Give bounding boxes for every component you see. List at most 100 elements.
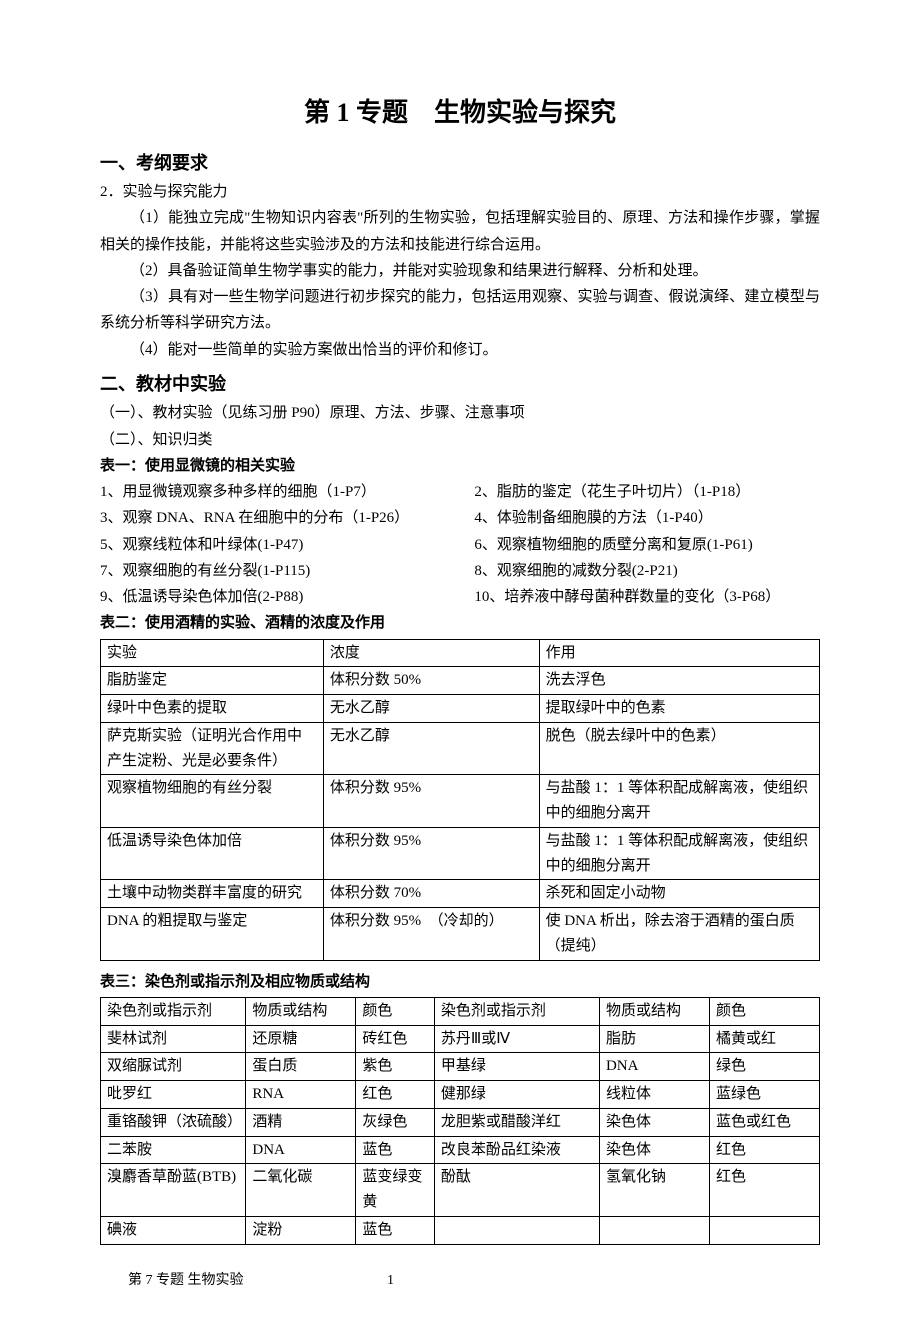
table3-heading: 表三：染色剂或指示剂及相应物质或结构 [100,969,820,995]
table-cell: 斐林试剂 [101,1025,246,1053]
table-cell: 红色 [356,1081,435,1109]
table-cell: 使 DNA 析出，除去溶于酒精的蛋白质（提纯） [539,908,819,961]
table-header-cell: 浓度 [323,639,539,667]
table-cell: 蓝变绿变黄 [356,1164,435,1217]
table-header-cell: 实验 [101,639,324,667]
list-item-left: 7、观察细胞的有丝分裂(1-P115) [100,558,474,584]
list-item-right: 8、观察细胞的减数分裂(2-P21) [474,558,820,584]
sec1-line0: 2．实验与探究能力 [100,179,820,205]
list-item-left: 1、用显微镜观察多种多样的细胞（1-P7） [100,479,474,505]
table-row: 土壤中动物类群丰富度的研究体积分数 70%杀死和固定小动物 [101,880,820,908]
table-row: 绿叶中色素的提取无水乙醇提取绿叶中的色素 [101,695,820,723]
table-header-cell: 物质或结构 [246,997,356,1025]
table-header-row: 实验浓度作用 [101,639,820,667]
table-cell: 甲基绿 [434,1053,599,1081]
table-cell: 低温诱导染色体加倍 [101,827,324,880]
table-cell: 紫色 [356,1053,435,1081]
table-row: 双缩脲试剂蛋白质紫色甲基绿DNA绿色 [101,1053,820,1081]
table-row: 吡罗红RNA红色健那绿线粒体蓝绿色 [101,1081,820,1109]
table-cell: 淀粉 [246,1216,356,1244]
table-row: 溴麝香草酚蓝(BTB)二氧化碳蓝变绿变黄酚酞氢氧化钠红色 [101,1164,820,1217]
table-row: 重铬酸钾（浓硫酸）酒精灰绿色龙胆紫或醋酸洋红染色体蓝色或红色 [101,1108,820,1136]
list-item-left: 5、观察线粒体和叶绿体(1-P47) [100,532,474,558]
table-cell: 二苯胺 [101,1136,246,1164]
table-cell: 体积分数 95% （冷却的） [323,908,539,961]
table-cell: 提取绿叶中的色素 [539,695,819,723]
table-cell: 体积分数 70% [323,880,539,908]
table-cell: 无水乙醇 [323,695,539,723]
table-cell [599,1216,709,1244]
table-header-cell: 染色剂或指示剂 [434,997,599,1025]
table-cell: 吡罗红 [101,1081,246,1109]
table-cell: 观察植物细胞的有丝分裂 [101,775,324,828]
table-row: 低温诱导染色体加倍体积分数 95%与盐酸 1：1 等体积配成解离液，使组织中的细… [101,827,820,880]
table-cell: 杀死和固定小动物 [539,880,819,908]
table-cell [434,1216,599,1244]
table-cell: 苏丹Ⅲ或Ⅳ [434,1025,599,1053]
stain-indicator-table: 染色剂或指示剂物质或结构颜色染色剂或指示剂物质或结构颜色斐林试剂还原糖砖红色苏丹… [100,997,820,1245]
table-header-cell: 颜色 [709,997,819,1025]
table2-heading: 表二：使用酒精的实验、酒精的浓度及作用 [100,610,820,636]
list-item-left: 3、观察 DNA、RNA 在细胞中的分布（1-P26） [100,505,474,531]
list-item-right: 4、体验制备细胞膜的方法（1-P40） [474,505,820,531]
table-cell: 双缩脲试剂 [101,1053,246,1081]
sec1-p4: （4）能对一些简单的实验方案做出恰当的评价和修订。 [100,337,820,363]
table-cell: 蓝绿色 [709,1081,819,1109]
table-cell: 蓝色 [356,1136,435,1164]
sec1-p2: （2）具备验证简单生物学事实的能力，并能对实验现象和结果进行解释、分析和处理。 [100,258,820,284]
table-row: 萨克斯实验（证明光合作用中产生淀粉、光是必要条件）无水乙醇脱色（脱去绿叶中的色素… [101,722,820,775]
table-cell: 砖红色 [356,1025,435,1053]
table-cell: 蓝色或红色 [709,1108,819,1136]
table-cell: 二氧化碳 [246,1164,356,1217]
page-footer: 第 7 专题 生物实验 1 [100,1269,820,1294]
table-cell: 酒精 [246,1108,356,1136]
table-cell: 灰绿色 [356,1108,435,1136]
table-cell: 碘液 [101,1216,246,1244]
table-cell: 还原糖 [246,1025,356,1053]
page-title: 第 1 专题 生物实验与探究 [100,90,820,136]
table-cell: 改良苯酚品红染液 [434,1136,599,1164]
list-item-right: 2、脂肪的鉴定（花生子叶切片）（1-P18） [474,479,820,505]
table-cell: 健那绿 [434,1081,599,1109]
table-row: DNA 的粗提取与鉴定体积分数 95% （冷却的）使 DNA 析出，除去溶于酒精… [101,908,820,961]
alcohol-experiment-table: 实验浓度作用脂肪鉴定体积分数 50%洗去浮色绿叶中色素的提取无水乙醇提取绿叶中的… [100,639,820,961]
list-item-left: 9、低温诱导染色体加倍(2-P88) [100,584,474,610]
sec2-l2: （二）、知识归类 [100,427,820,453]
table-cell: 洗去浮色 [539,667,819,695]
table-header-cell: 物质或结构 [599,997,709,1025]
table-cell: DNA [246,1136,356,1164]
table-cell: 与盐酸 1：1 等体积配成解离液，使组织中的细胞分离开 [539,827,819,880]
microscope-experiment-list: 1、用显微镜观察多种多样的细胞（1-P7）2、脂肪的鉴定（花生子叶切片）（1-P… [100,479,820,610]
table-cell: 龙胆紫或醋酸洋红 [434,1108,599,1136]
table-cell: RNA [246,1081,356,1109]
table-cell: 体积分数 95% [323,775,539,828]
table1-heading: 表一：使用显微镜的相关实验 [100,453,820,479]
table-row: 脂肪鉴定体积分数 50%洗去浮色 [101,667,820,695]
table-cell: 体积分数 50% [323,667,539,695]
list-row: 7、观察细胞的有丝分裂(1-P115)8、观察细胞的减数分裂(2-P21) [100,558,820,584]
table-cell: 绿色 [709,1053,819,1081]
list-row: 3、观察 DNA、RNA 在细胞中的分布（1-P26）4、体验制备细胞膜的方法（… [100,505,820,531]
table-row: 斐林试剂还原糖砖红色苏丹Ⅲ或Ⅳ脂肪橘黄或红 [101,1025,820,1053]
table-cell: 蓝色 [356,1216,435,1244]
section-1-heading: 一、考纲要求 [100,148,820,180]
table-cell: 体积分数 95% [323,827,539,880]
table-cell: 蛋白质 [246,1053,356,1081]
footer-page-number: 1 [387,1269,394,1294]
section-2-heading: 二、教材中实验 [100,369,820,401]
table-cell: 红色 [709,1164,819,1217]
table-row: 观察植物细胞的有丝分裂体积分数 95%与盐酸 1：1 等体积配成解离液，使组织中… [101,775,820,828]
table-cell: 与盐酸 1：1 等体积配成解离液，使组织中的细胞分离开 [539,775,819,828]
table-cell: 染色体 [599,1108,709,1136]
table-header-cell: 作用 [539,639,819,667]
sec1-p1: （1）能独立完成"生物知识内容表"所列的生物实验，包括理解实验目的、原理、方法和… [100,205,820,258]
table-cell [709,1216,819,1244]
table-cell: 脂肪鉴定 [101,667,324,695]
list-row: 9、低温诱导染色体加倍(2-P88)10、培养液中酵母菌种群数量的变化（3-P6… [100,584,820,610]
table-header-cell: 颜色 [356,997,435,1025]
table-cell: 萨克斯实验（证明光合作用中产生淀粉、光是必要条件） [101,722,324,775]
footer-left: 第 7 专题 生物实验 [128,1269,244,1294]
table-cell: DNA [599,1053,709,1081]
table-cell: 溴麝香草酚蓝(BTB) [101,1164,246,1217]
table-cell: 橘黄或红 [709,1025,819,1053]
